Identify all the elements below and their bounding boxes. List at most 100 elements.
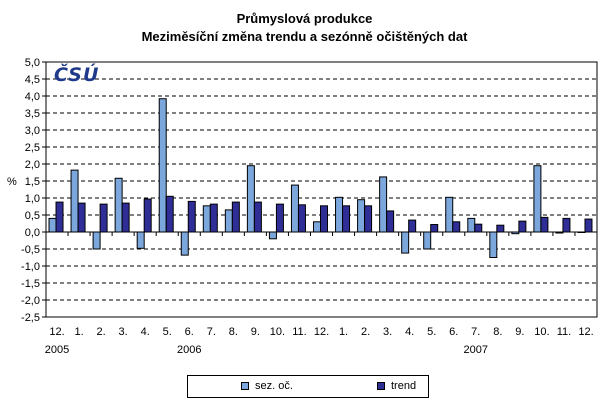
legend-swatch-trend [377,382,385,390]
bar-sez [70,169,79,233]
y-tick-label: 2,0 [25,159,40,171]
x-tick-label: 12. [314,326,329,338]
bar-trend [297,204,306,233]
bar-trend [55,201,64,233]
y-tick-label: 4,0 [25,91,40,103]
bar-trend [408,219,417,233]
y-axis-label: % [7,176,17,188]
bar-sez [158,98,167,233]
bar-sez [48,217,57,233]
bar-sez [313,221,321,233]
bar-trend [77,202,86,233]
bar-trend [253,201,262,233]
bar-trend [474,223,483,233]
bar-sez [335,196,344,233]
bar-trend [386,210,395,233]
x-tick-label: 10. [270,326,285,338]
bar-trend [275,203,284,233]
bar-sez [224,209,233,233]
y-tick-label: -1,0 [21,261,40,273]
y-tick-label: 0,0 [25,227,40,239]
bar-sez [489,231,498,258]
x-year-label: 2007 [464,344,488,356]
bar-trend [364,205,373,233]
x-tick-label: 10. [534,326,549,338]
y-tick-label: 3,5 [25,108,40,120]
bar-sez [445,196,454,233]
bar-sez [246,165,255,233]
bar-sez [136,231,145,249]
y-tick-label: 0,5 [25,210,40,222]
bar-trend [121,202,130,233]
y-tick-label: -1,5 [21,278,40,290]
x-tick-label: 3. [119,326,128,338]
x-tick-label: 12. [49,326,64,338]
x-tick-label: 3. [383,326,392,338]
bar-trend [187,200,196,233]
bar-trend [584,218,593,233]
bar-sez [114,177,123,233]
legend-label-sez: sez. oč. [255,380,293,392]
x-tick-label: 2. [97,326,106,338]
chart-title: Průmyslová produkce [236,11,373,26]
bar-sez [290,184,299,233]
x-year-label: 2005 [45,344,69,356]
bar-sez [92,231,101,250]
y-tick-label: 1,0 [25,193,40,205]
x-tick-label: 7. [207,326,216,338]
bar-sez [423,231,432,250]
bar-trend [320,205,328,233]
x-tick-label: 5. [427,326,436,338]
x-tick-label: 11. [557,326,571,338]
bar-sez [202,205,211,233]
bar-trend [143,198,152,233]
x-year-label: 2006 [177,344,201,356]
bar-sez [533,165,542,233]
bar-trend [518,220,527,233]
x-tick-label: 11. [292,326,306,338]
y-tick-label: 3,0 [25,125,40,137]
x-tick-label: 8. [493,326,502,338]
x-tick-label: 1. [339,326,348,338]
x-tick-label: 4. [405,326,414,338]
bar-trend [452,221,461,233]
x-tick-label: 9. [251,326,260,338]
x-tick-label: 2. [361,326,370,338]
y-tick-label: 2,5 [25,142,40,154]
bar-sez [268,231,277,240]
bar-trend [165,195,174,233]
bar-sez [467,217,476,233]
x-tick-label: 9. [515,326,524,338]
bar-trend [562,217,571,233]
bar-trend [99,203,108,233]
bar-trend [342,205,351,233]
y-tick-label: 4,5 [25,74,40,86]
bar-sez [357,199,366,233]
y-tick-label: -2,0 [21,295,40,307]
chart-subtitle: Meziměsíční změna trendu a sezónně očišt… [141,29,468,44]
csu-logo: ČSÚ [54,64,100,86]
y-tick-label: 5,0 [25,57,40,69]
bar-sez [379,176,388,233]
bar-trend [430,224,439,233]
y-tick-label: 1,5 [25,176,40,188]
bar-trend [540,216,549,233]
y-tick-label: -0,5 [21,244,40,256]
bar-sez [401,231,410,254]
y-tick-label: -2,5 [21,312,40,324]
x-tick-label: 8. [229,326,238,338]
x-tick-label: 6. [449,326,458,338]
x-tick-label: 6. [185,326,194,338]
legend-item-trend: trend [377,380,416,392]
legend-item-sez: sez. oč. [241,380,293,392]
bar-trend [209,203,218,233]
x-tick-label: 12. [578,326,593,338]
plot-frame [45,61,598,318]
x-tick-label: 5. [163,326,172,338]
bar-trend [496,224,505,233]
legend-swatch-sez [241,382,249,390]
bar-sez [180,231,189,256]
bar-trend [231,201,240,233]
legend-label-trend: trend [391,380,417,392]
